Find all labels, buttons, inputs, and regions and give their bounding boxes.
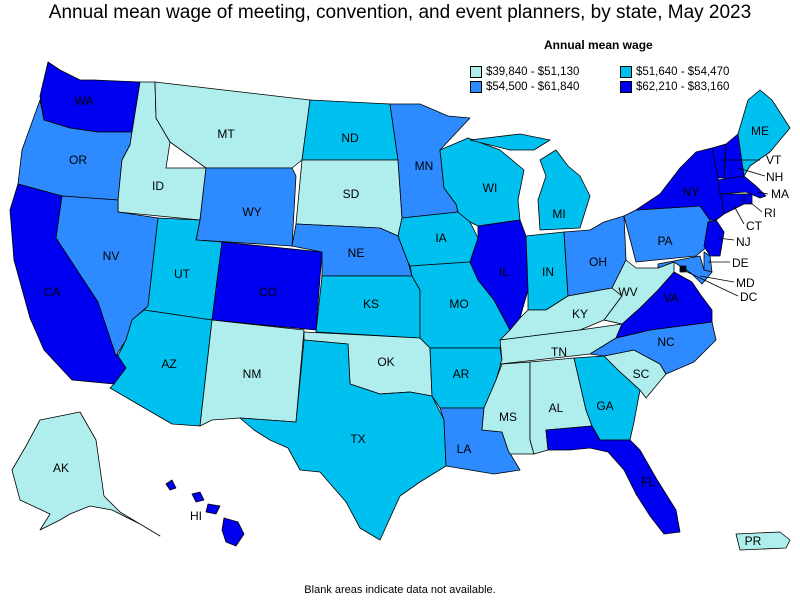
label-HI: HI [190,509,202,523]
label-ID: ID [152,179,164,193]
label-NM: NM [243,367,262,381]
state-NJ[interactable] [703,219,725,257]
label-AR: AR [453,367,470,381]
state-ME[interactable] [737,89,791,177]
label-NV: NV [103,249,120,263]
label-LA: LA [457,442,472,456]
state-PR[interactable] [735,531,791,551]
state-CT[interactable] [719,193,745,215]
label-MD: MD [736,276,755,290]
label-ME: ME [751,124,769,138]
leader-RI [749,201,763,213]
label-IA: IA [435,231,446,245]
leader-NH [737,167,766,177]
label-PA: PA [657,234,672,248]
legend-label-2: $51,640 - $54,470 [636,66,730,78]
legend-swatch-3 [470,81,482,93]
label-GA: GA [596,399,613,413]
label-OH: OH [589,255,607,269]
label-NJ: NJ [736,235,751,249]
label-TX: TX [350,432,365,446]
label-CO: CO [259,285,277,299]
label-NH: NH [766,170,783,184]
dc-marker [680,266,686,272]
state-ND[interactable] [301,99,399,161]
label-SC: SC [633,367,650,381]
label-CA: CA [44,285,61,299]
label-CT: CT [746,219,763,233]
label-OK: OK [377,355,394,369]
state-FL[interactable] [545,425,681,535]
label-MN: MN [415,159,434,173]
legend-item-2: $51,640 - $54,470 [620,66,729,78]
leader-DC [682,269,739,297]
state-HI[interactable] [165,479,245,547]
state-MI[interactable] [469,133,591,231]
leader-NJ [717,237,735,241]
legend-item-1: $39,840 - $51,130 [470,66,579,78]
label-WI: WI [483,181,498,195]
label-MA: MA [771,187,789,201]
label-TN: TN [551,345,567,359]
label-NE: NE [348,246,365,260]
label-ND: ND [341,131,359,145]
label-AL: AL [549,401,564,415]
legend-label-4: $62,210 - $83,160 [636,81,730,93]
label-DC: DC [740,290,758,304]
legend-title: Annual mean wage [544,38,653,52]
label-MS: MS [499,410,517,424]
label-MO: MO [449,297,468,311]
leader-CT [733,205,745,225]
legend-label-3: $54,500 - $61,840 [486,81,580,93]
label-AK: AK [53,461,69,475]
label-WA: WA [75,94,94,108]
label-IN: IN [542,265,554,279]
state-MT[interactable] [154,81,311,169]
footnote: Blank areas indicate data not available. [304,584,496,596]
state-AK[interactable] [11,411,161,537]
label-IL: IL [499,265,509,279]
label-MI: MI [552,207,565,221]
label-VA: VA [663,291,678,305]
label-WV: WV [618,285,637,299]
legend-label-1: $39,840 - $51,130 [486,66,580,78]
label-NY: NY [683,185,700,199]
label-FL: FL [641,475,655,489]
map-title: Annual mean wage of meeting, convention,… [48,2,752,23]
label-KY: KY [572,307,588,321]
label-NC: NC [657,335,675,349]
legend-item-4: $62,210 - $83,160 [620,81,729,93]
label-SD: SD [343,187,360,201]
legend-swatch-2 [620,66,632,78]
label-KS: KS [363,297,379,311]
legend-item-3: $54,500 - $61,840 [470,81,579,93]
legend-swatch-1 [470,66,482,78]
label-UT: UT [174,267,191,281]
label-VT: VT [766,153,782,167]
label-AZ: AZ [161,357,176,371]
label-WY: WY [242,205,261,219]
state-TX[interactable] [239,339,447,541]
label-DE: DE [732,256,749,270]
label-PR: PR [745,534,762,548]
label-RI: RI [764,206,776,220]
label-OR: OR [69,153,87,167]
state-WV[interactable] [603,259,675,325]
leader-MA [757,191,769,195]
leader-MD [699,275,735,283]
legend-swatch-4 [620,81,632,93]
label-MT: MT [217,127,235,141]
